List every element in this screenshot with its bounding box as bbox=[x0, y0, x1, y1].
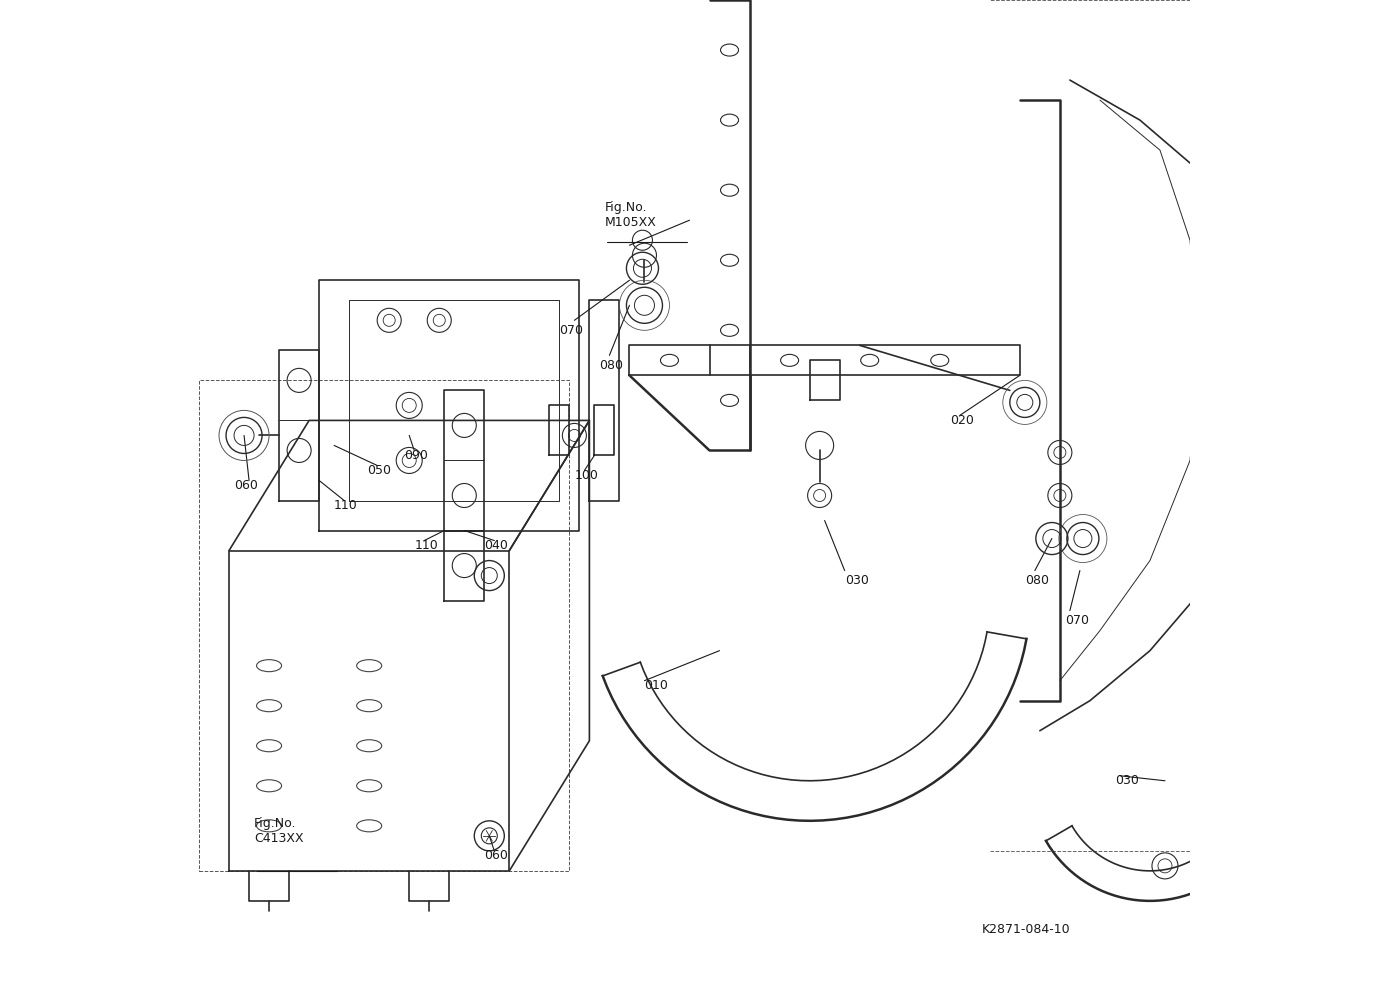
Text: 060: 060 bbox=[234, 479, 258, 491]
Text: Fig.No.
C413XX: Fig.No. C413XX bbox=[254, 817, 303, 845]
Text: 080: 080 bbox=[600, 359, 623, 371]
Text: 110: 110 bbox=[414, 540, 439, 552]
Text: 110: 110 bbox=[334, 499, 359, 512]
Text: Fig.No.
M105XX: Fig.No. M105XX bbox=[604, 201, 656, 229]
Text: 030: 030 bbox=[1116, 775, 1139, 787]
Text: 040: 040 bbox=[484, 540, 509, 552]
Text: 050: 050 bbox=[367, 464, 392, 476]
Text: 070: 070 bbox=[1065, 615, 1089, 627]
Text: K2871-084-10: K2871-084-10 bbox=[982, 923, 1070, 936]
Text: 090: 090 bbox=[404, 449, 427, 461]
Text: 070: 070 bbox=[560, 324, 583, 336]
Text: 010: 010 bbox=[644, 680, 669, 692]
Text: 030: 030 bbox=[845, 575, 869, 587]
Text: 080: 080 bbox=[1025, 575, 1049, 587]
Text: 060: 060 bbox=[484, 850, 509, 862]
Text: 020: 020 bbox=[950, 414, 974, 426]
Text: 100: 100 bbox=[575, 469, 598, 481]
